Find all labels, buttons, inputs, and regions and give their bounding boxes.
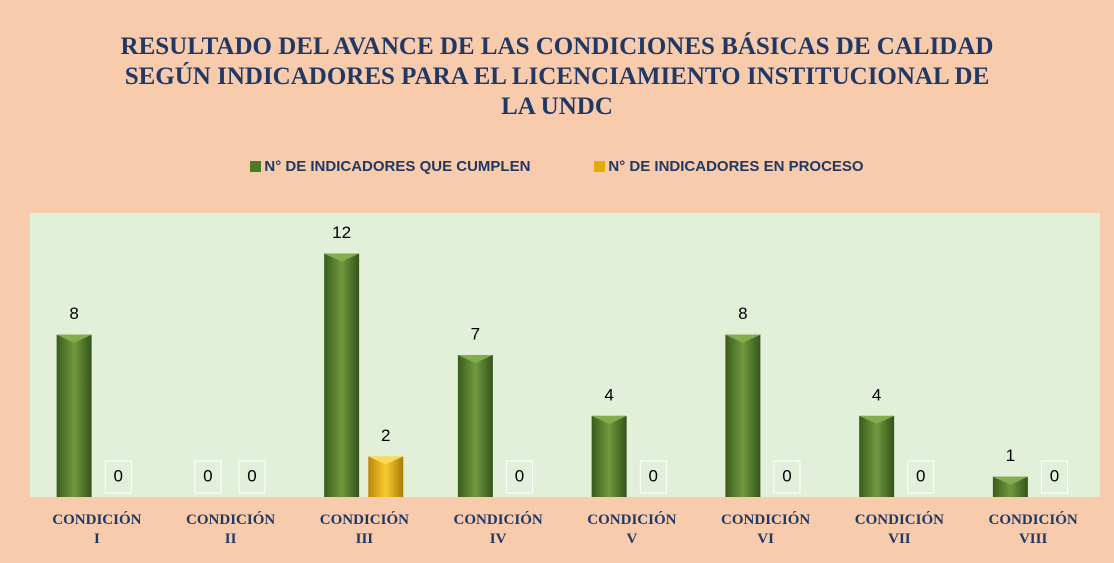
x-tick-label: CONDICIÓN III <box>319 512 409 547</box>
data-label: 7 <box>471 324 480 343</box>
data-label: 1 <box>1006 446 1015 465</box>
bar <box>457 355 493 497</box>
label-box <box>1041 460 1069 494</box>
label-box <box>773 460 801 494</box>
data-label: 4 <box>604 385 613 404</box>
bar <box>725 334 761 497</box>
label-box <box>238 460 266 494</box>
plot-area <box>30 213 1100 497</box>
legend-item: N° DE INDICADORES EN PROCESO <box>594 158 864 175</box>
data-label: 8 <box>738 304 747 323</box>
legend-swatch <box>594 161 606 172</box>
legend-swatch <box>250 161 262 172</box>
label-box <box>104 460 132 494</box>
bar-bevel <box>859 415 895 424</box>
label-box <box>194 460 222 494</box>
x-tick-label: CONDICIÓN V <box>587 512 677 547</box>
label-box <box>907 460 935 494</box>
data-label: 0 <box>515 466 524 485</box>
data-label: 0 <box>649 466 658 485</box>
x-tick-label: CONDICIÓN IV <box>453 512 543 547</box>
label-box <box>639 460 667 494</box>
bar-bevel <box>992 476 1028 485</box>
bar-bevel <box>324 253 360 262</box>
chart-title: RESULTADO DEL AVANCE DE LAS CONDICIONES … <box>120 33 994 120</box>
data-label: 4 <box>872 385 881 404</box>
data-label: 12 <box>332 223 351 242</box>
data-label: 0 <box>1050 466 1059 485</box>
bar-bevel <box>56 334 92 343</box>
x-tick-label: CONDICIÓN VI <box>721 512 811 547</box>
bar <box>56 334 92 497</box>
x-tick-label: CONDICIÓN II <box>186 512 276 547</box>
bar <box>992 476 1028 497</box>
data-label: 8 <box>69 304 78 323</box>
bar <box>324 253 360 497</box>
bar-bevel <box>368 456 404 465</box>
data-label: 0 <box>782 466 791 485</box>
bar <box>859 415 895 497</box>
bar <box>591 415 627 497</box>
data-label: 0 <box>114 466 123 485</box>
data-label: 0 <box>247 466 256 485</box>
legend: N° DE INDICADORES QUE CUMPLEN N° DE INDIC… <box>0 158 1114 175</box>
data-label: 0 <box>916 466 925 485</box>
x-tick-label: CONDICIÓN VIII <box>988 512 1078 547</box>
data-label: 0 <box>203 466 212 485</box>
x-tick-label: CONDICIÓN I <box>52 512 142 547</box>
bar-bevel <box>457 355 493 363</box>
bar-bevel <box>725 334 761 343</box>
x-tick-label: CONDICIÓN VII <box>854 512 944 547</box>
label-box <box>506 460 534 494</box>
legend-label: N° DE INDICADORES QUE CUMPLEN <box>264 158 531 175</box>
data-label: 2 <box>381 426 390 445</box>
legend-label: N° DE INDICADORES EN PROCESO <box>608 158 864 175</box>
bar-bevel <box>591 415 627 424</box>
legend-item: N° DE INDICADORES QUE CUMPLEN <box>250 158 530 175</box>
